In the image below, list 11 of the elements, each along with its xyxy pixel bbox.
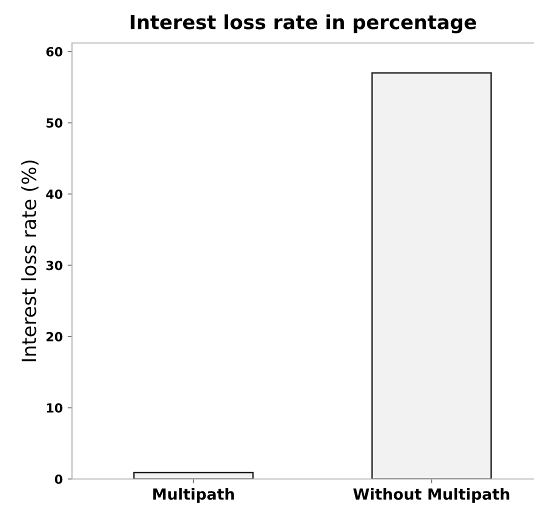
y-axis-title: Interest loss rate (%)	[21, 160, 39, 362]
x-tick-label: Multipath	[153, 488, 234, 503]
y-tick-label: 20	[46, 332, 62, 342]
y-tick-label: 10	[46, 403, 62, 413]
y-tick-label: 60	[46, 47, 62, 56]
x-tick-label: Without Multipath	[353, 488, 510, 503]
y-tick-label: 30	[46, 260, 62, 270]
y-tick-label: 40	[46, 190, 62, 199]
chart-title: Interest loss rate in percentage	[130, 14, 476, 34]
y-tick-label: 0	[54, 474, 62, 484]
y-tick-label: 50	[46, 118, 62, 128]
